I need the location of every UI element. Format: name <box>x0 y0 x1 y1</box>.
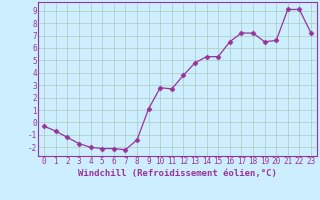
X-axis label: Windchill (Refroidissement éolien,°C): Windchill (Refroidissement éolien,°C) <box>78 169 277 178</box>
